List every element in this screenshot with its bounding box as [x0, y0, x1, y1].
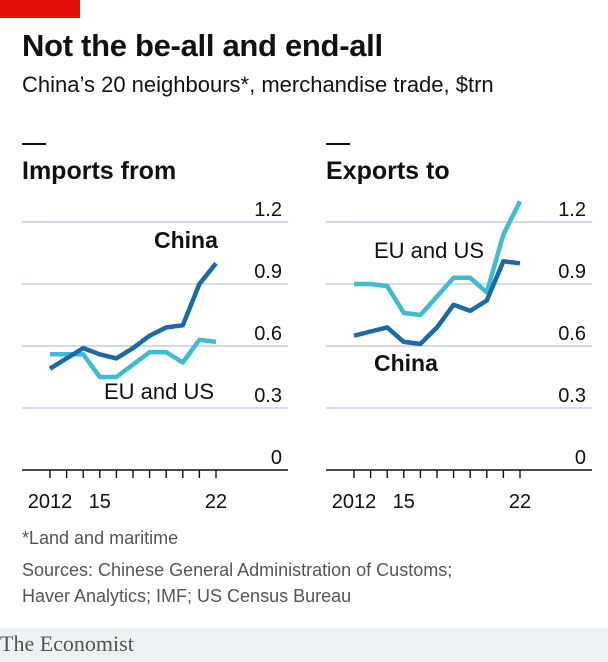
exports-panel-title: Exports to — [326, 157, 450, 185]
imports-y-tick-label: 1.2 — [254, 199, 282, 221]
exports-y-tick-label: 1.2 — [558, 199, 586, 221]
exports-y-tick-label: 0.9 — [558, 261, 586, 283]
exports-x-tick-label: 15 — [393, 491, 415, 513]
exports-series-label-eu-and-us: EU and US — [374, 238, 484, 263]
imports-x-tick-label: 22 — [205, 491, 227, 513]
imports-y-tick-label: 0 — [271, 447, 282, 469]
chart-title: Not the be-all and end-all — [22, 28, 383, 63]
exports-series-line-china — [353, 259, 521, 347]
exports-y-tick-label: 0.3 — [558, 385, 586, 407]
imports-panel-rule — [22, 143, 46, 145]
exports-x-tick-label: 2012 — [332, 491, 377, 513]
imports-y-tick-label: 0.6 — [254, 323, 282, 345]
exports-series-label-china: China — [374, 350, 438, 376]
imports-series-line-china — [48, 261, 218, 371]
imports-y-tick-label: 0.9 — [254, 261, 282, 283]
imports-panel-title: Imports from — [22, 157, 177, 185]
brand-red-tag — [0, 0, 80, 18]
exports-x-tick-label: 22 — [509, 491, 531, 513]
chart-subtitle: China’s 20 neighbours*, merchandise trad… — [22, 72, 494, 97]
chart-card: Not the be-all and end-all China’s 20 ne… — [0, 0, 608, 628]
sources-line-2: Haver Analytics; IMF; US Census Bureau — [22, 586, 352, 606]
imports-series-label-china: China — [154, 227, 218, 253]
imports-series-label-eu-and-us: EU and US — [104, 379, 214, 404]
exports-series-line-eu-and-us — [354, 200, 523, 318]
exports-y-tick-label: 0.6 — [558, 323, 586, 345]
exports-panel-rule — [326, 143, 350, 145]
brand-logo-text: The Economist — [0, 631, 134, 656]
line-charts: 0 0.3 0.6 0.9 1.2 2012 15 22 China EU and US 0 0.3 0… — [22, 199, 592, 513]
exports-y-tick-label: 0 — [575, 447, 586, 469]
imports-x-tick-label: 15 — [89, 491, 111, 513]
sources-line-1: Sources: Chinese General Administration … — [22, 560, 453, 580]
imports-x-tick-label: 2012 — [28, 491, 73, 513]
footnote: *Land and maritime — [22, 528, 179, 548]
imports-y-tick-label: 0.3 — [254, 385, 282, 407]
imports-series-line-eu-and-us — [50, 337, 217, 380]
